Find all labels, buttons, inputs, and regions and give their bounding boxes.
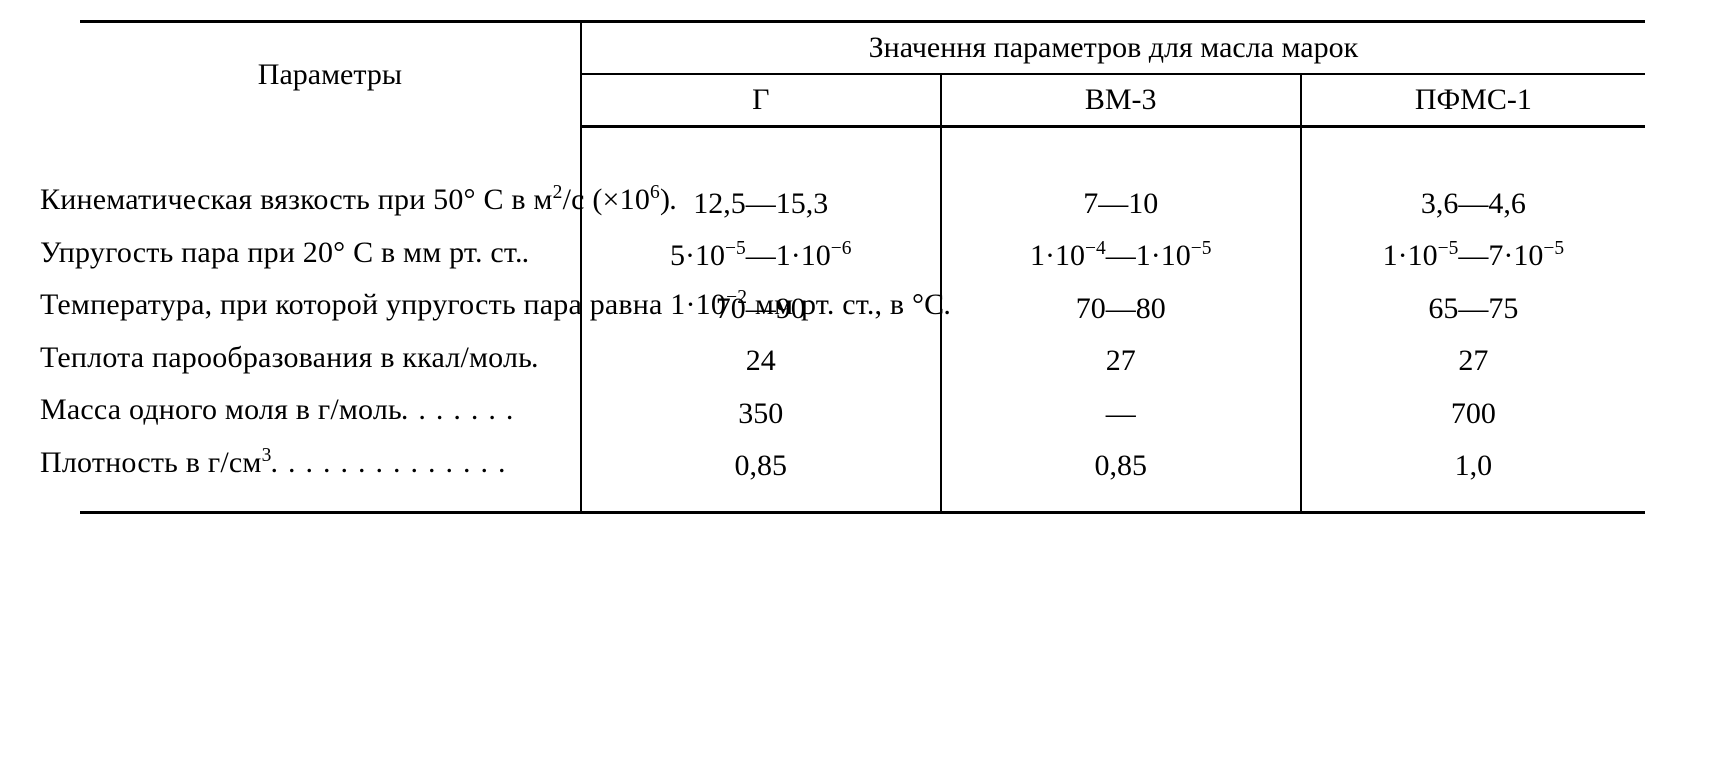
row-label: Кинематическая вязкость при 50° С в м2/с… xyxy=(80,174,581,227)
row-label: Теплота парообразования в ккал/моль xyxy=(80,332,581,385)
row-value: 70—80 xyxy=(941,279,1301,332)
page: Параметры Значення параметров для масла … xyxy=(0,0,1725,544)
table-row: Масса одного моля в г/моль350—700 xyxy=(80,384,1645,437)
row-label: Масса одного моля в г/моль xyxy=(80,384,581,437)
row-value: 7—10 xyxy=(941,174,1301,227)
row-label: Упругость пара при 20° С в мм рт. ст. xyxy=(80,227,581,280)
header-col-g: Г xyxy=(581,74,941,127)
row-value: 27 xyxy=(1301,332,1645,385)
table-body: Кинематическая вязкость при 50° С в м2/с… xyxy=(80,127,1645,513)
row-value: 65—75 xyxy=(1301,279,1645,332)
header-parameters: Параметры xyxy=(80,22,581,127)
row-value: 3,6—4,6 xyxy=(1301,174,1645,227)
spacer-row xyxy=(80,127,1645,175)
row-value: 1·10−5—7·10−5 xyxy=(1301,227,1645,280)
header-col-pfms1: ПФМС-1 xyxy=(1301,74,1645,127)
row-value: 1,0 xyxy=(1301,437,1645,513)
table-row: Теплота парообразования в ккал/моль24272… xyxy=(80,332,1645,385)
row-value: 0,85 xyxy=(581,437,941,513)
table-row: Плотность в г/см30,850,851,0 xyxy=(80,437,1645,513)
table-row: Упругость пара при 20° С в мм рт. ст.5·1… xyxy=(80,227,1645,280)
row-value: 5·10−5—1·10−6 xyxy=(581,227,941,280)
row-value: 1·10−4—1·10−5 xyxy=(941,227,1301,280)
table-row: Температура, при которой упругость пара … xyxy=(80,279,1645,332)
table-header: Параметры Значення параметров для масла … xyxy=(80,22,1645,127)
row-value: 350 xyxy=(581,384,941,437)
row-value: 0,85 xyxy=(941,437,1301,513)
row-value: — xyxy=(941,384,1301,437)
oil-parameters-table: Параметры Значення параметров для масла … xyxy=(80,20,1645,514)
row-value: 700 xyxy=(1301,384,1645,437)
row-label: Температура, при которой упругость пара … xyxy=(80,279,581,332)
header-col-vm3: ВМ-3 xyxy=(941,74,1301,127)
row-value: 27 xyxy=(941,332,1301,385)
row-label: Плотность в г/см3 xyxy=(80,437,581,513)
row-value: 24 xyxy=(581,332,941,385)
header-values-span: Значення параметров для масла марок xyxy=(581,22,1645,75)
table-row: Кинематическая вязкость при 50° С в м2/с… xyxy=(80,174,1645,227)
